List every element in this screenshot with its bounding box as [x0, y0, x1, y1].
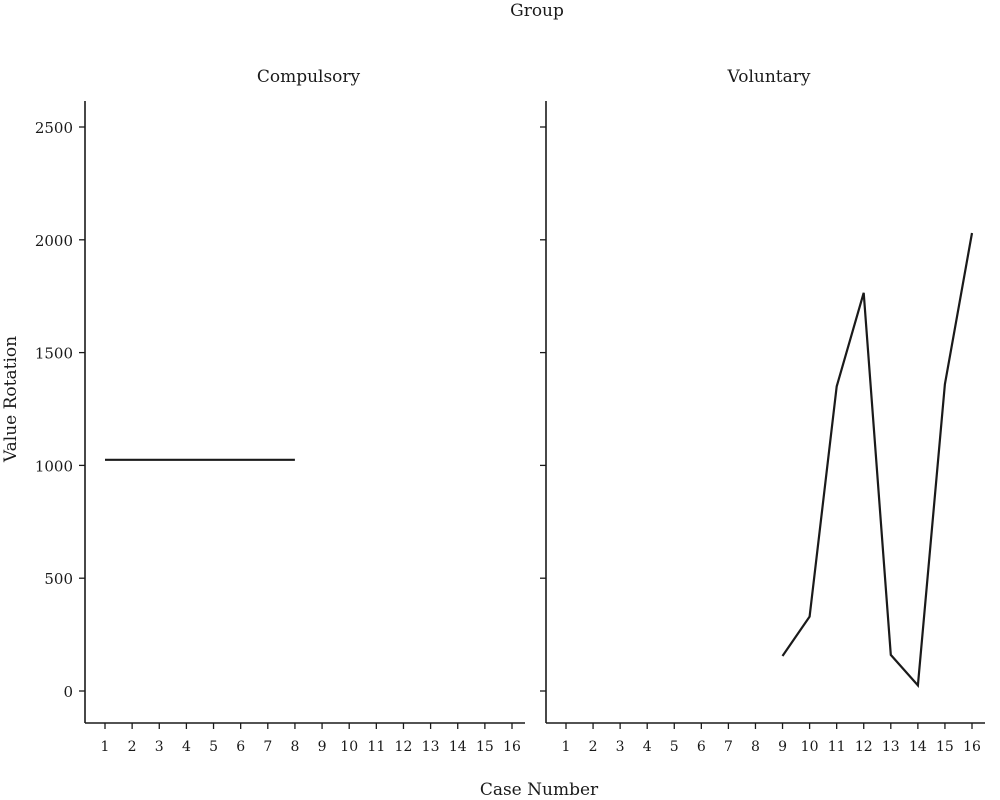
x-tick-label: 3	[616, 739, 625, 755]
y-tick-label: 1000	[35, 457, 73, 475]
x-tick-label: 1	[101, 739, 110, 755]
y-tick-label: 500	[44, 570, 73, 588]
x-tick-label: 7	[724, 739, 733, 755]
x-tick-label: 12	[395, 739, 413, 755]
x-tick-label: 2	[128, 739, 137, 755]
x-tick-label: 11	[367, 739, 385, 755]
x-tick-label: 4	[182, 739, 191, 755]
panel-title: Voluntary	[727, 67, 811, 87]
x-tick-label: 12	[855, 739, 873, 755]
x-tick-label: 2	[589, 739, 598, 755]
y-tick-label: 2000	[35, 232, 73, 250]
x-tick-label: 9	[318, 739, 327, 755]
x-tick-label: 16	[963, 739, 981, 755]
x-tick-label: 14	[449, 739, 467, 755]
x-tick-label: 9	[778, 739, 787, 755]
x-tick-label: 14	[909, 739, 927, 755]
y-tick-label: 2500	[35, 119, 73, 137]
x-tick-label: 15	[936, 739, 954, 755]
x-tick-label: 8	[751, 739, 760, 755]
x-tick-label: 8	[290, 739, 299, 755]
x-tick-label: 4	[643, 739, 652, 755]
x-tick-label: 6	[697, 739, 706, 755]
chart-title: Group	[510, 1, 564, 21]
series-line-voluntary	[781, 232, 974, 689]
x-tick-label: 7	[263, 739, 272, 755]
x-tick-label: 13	[422, 739, 440, 755]
panel-title: Compulsory	[257, 67, 361, 87]
x-tick-label: 15	[476, 739, 494, 755]
x-tick-label: 1	[562, 739, 571, 755]
x-tick-label: 10	[801, 739, 819, 755]
y-tick-label: 1500	[35, 345, 73, 363]
x-tick-label: 16	[503, 739, 521, 755]
y-axis-label: Value Rotation	[1, 336, 21, 463]
y-tick-label: 0	[63, 683, 73, 701]
x-tick-label: 3	[155, 739, 164, 755]
x-tick-label: 10	[340, 739, 358, 755]
x-axis-label: Case Number	[480, 780, 599, 800]
x-tick-label: 13	[882, 739, 900, 755]
x-tick-label: 5	[209, 739, 218, 755]
x-tick-label: 5	[670, 739, 679, 755]
x-tick-label: 11	[828, 739, 846, 755]
x-tick-label: 6	[236, 739, 245, 755]
